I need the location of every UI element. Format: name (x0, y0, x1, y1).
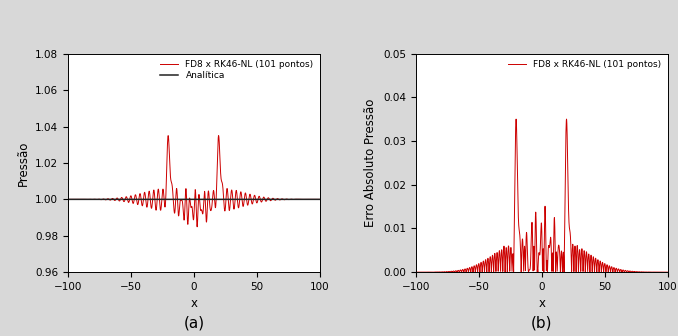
Analítica (296, 197, 304, 201)
Line: FD8 x RK46-NL (101 pontos): FD8 x RK46-NL (101 pontos) (416, 119, 668, 272)
FD8 x RK46-NL (101 pontos) (656, 270, 664, 274)
Text: (b): (b) (531, 316, 553, 331)
FD8 x RK46-NL (101 pontos) (412, 270, 420, 274)
Analítica (172, 197, 180, 201)
FD8 x RK46-NL (101 pontos) (164, 134, 172, 138)
FD8 x RK46-NL (101 pontos) (193, 225, 201, 229)
Analítica (308, 197, 316, 201)
FD8 x RK46-NL (101 pontos) (170, 205, 178, 209)
FD8 x RK46-NL (101 pontos) (519, 266, 527, 270)
Analítica (316, 197, 324, 201)
FD8 x RK46-NL (101 pontos) (184, 222, 192, 226)
FD8 x RK46-NL (101 pontos) (308, 197, 317, 201)
FD8 x RK46-NL (101 pontos) (532, 211, 540, 215)
FD8 x RK46-NL (101 pontos) (664, 270, 672, 274)
FD8 x RK46-NL (101 pontos) (316, 197, 324, 201)
FD8 x RK46-NL (101 pontos) (517, 252, 525, 256)
X-axis label: x: x (538, 297, 545, 310)
Y-axis label: Erro Absoluto Pressão: Erro Absoluto Pressão (365, 99, 378, 227)
Analítica (170, 197, 178, 201)
Analítica (64, 197, 72, 201)
FD8 x RK46-NL (101 pontos) (296, 197, 304, 201)
FD8 x RK46-NL (101 pontos) (512, 117, 520, 121)
X-axis label: x: x (191, 297, 197, 310)
FD8 x RK46-NL (101 pontos) (172, 196, 180, 200)
Analítica (247, 197, 255, 201)
FD8 x RK46-NL (101 pontos) (595, 268, 603, 272)
FD8 x RK46-NL (101 pontos) (64, 197, 72, 201)
Legend: FD8 x RK46-NL (101 pontos): FD8 x RK46-NL (101 pontos) (506, 58, 663, 71)
FD8 x RK46-NL (101 pontos) (643, 270, 652, 274)
FD8 x RK46-NL (101 pontos) (247, 197, 255, 201)
Legend: FD8 x RK46-NL (101 pontos), Analítica: FD8 x RK46-NL (101 pontos), Analítica (159, 58, 315, 82)
Text: (a): (a) (183, 316, 205, 331)
Analítica (184, 197, 192, 201)
Line: FD8 x RK46-NL (101 pontos): FD8 x RK46-NL (101 pontos) (68, 136, 320, 227)
Y-axis label: Pressão: Pressão (16, 140, 29, 186)
